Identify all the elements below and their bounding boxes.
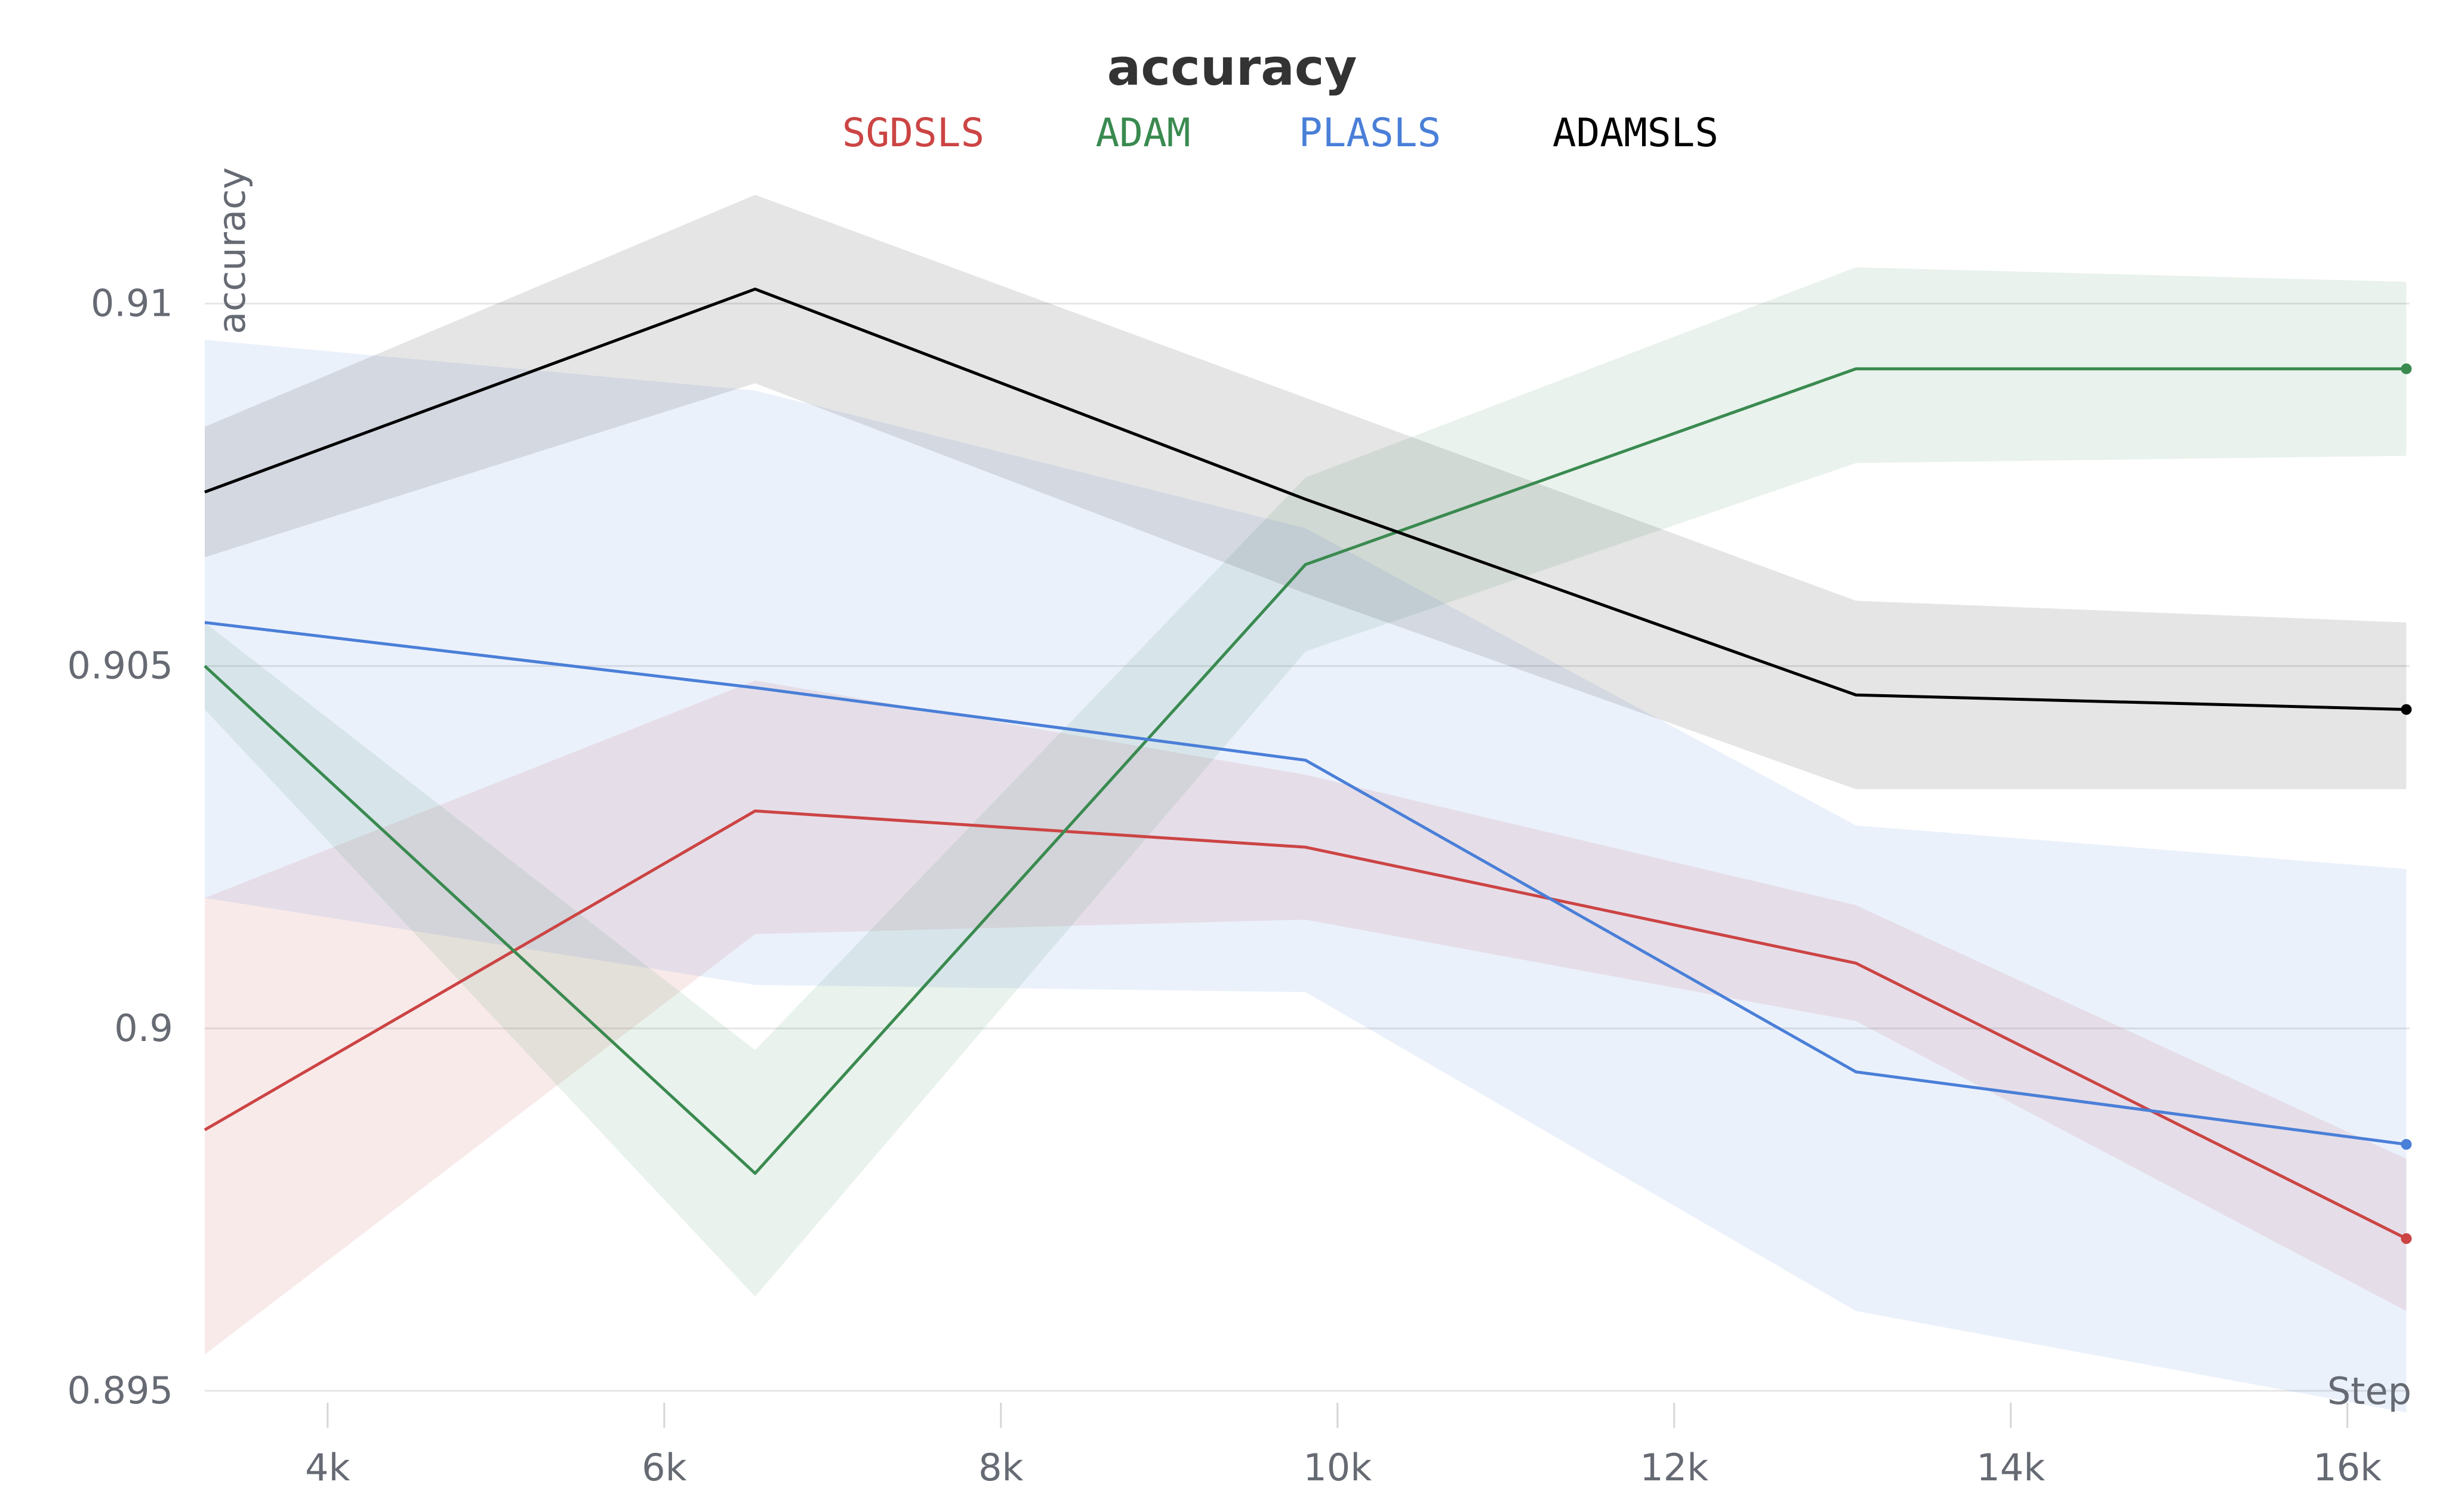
x-tick-label: 12k [1640,1446,1708,1489]
band-adamsls [205,195,2407,790]
x-tick-label: 14k [1976,1446,2045,1489]
line-adam [204,367,2407,1175]
legend: SGDSLS ADAM PLASLS ADAMSLS [842,110,1718,156]
series-lines [204,287,2412,1244]
legend-item-adam: ADAM [1096,110,1191,156]
band-plasls [205,340,2407,1413]
x-tick-label: 4k [305,1446,350,1489]
y-tick-label: 0.9 [114,1006,173,1050]
line-adamsls [204,287,2407,712]
end-point-adam [2401,363,2412,374]
y-tick-label: 0.905 [67,644,174,688]
end-point-plasls [2401,1139,2412,1150]
y-axis-label: accuracy [210,167,254,334]
chart-title: accuracy [1107,38,1357,97]
line-plasls [204,621,2407,1146]
line-sgdsls [204,809,2407,1240]
legend-item-plasls: PLASLS [1299,110,1441,156]
legend-item-sgdsls: SGDSLS [842,110,984,156]
y-tick-label: 0.91 [91,282,173,325]
x-axis: 4k 6k 8k 10k 12k 14k 16k [305,1403,2382,1489]
end-point-adamsls [2401,704,2412,715]
x-tick-label: 8k [978,1446,1023,1489]
x-tick-label: 10k [1303,1446,1372,1489]
y-axis: 0.895 0.9 0.905 0.91 [67,282,174,1412]
confidence-bands [205,195,2407,1413]
y-tick-label: 0.895 [67,1369,174,1412]
band-sgdsls [205,680,2407,1355]
x-tick-label: 16k [2313,1446,2382,1489]
end-point-sgdsls [2401,1233,2412,1244]
x-axis-label: Step [2327,1369,2411,1413]
x-tick-label: 6k [642,1446,686,1489]
legend-item-adamsls: ADAMSLS [1553,110,1718,156]
